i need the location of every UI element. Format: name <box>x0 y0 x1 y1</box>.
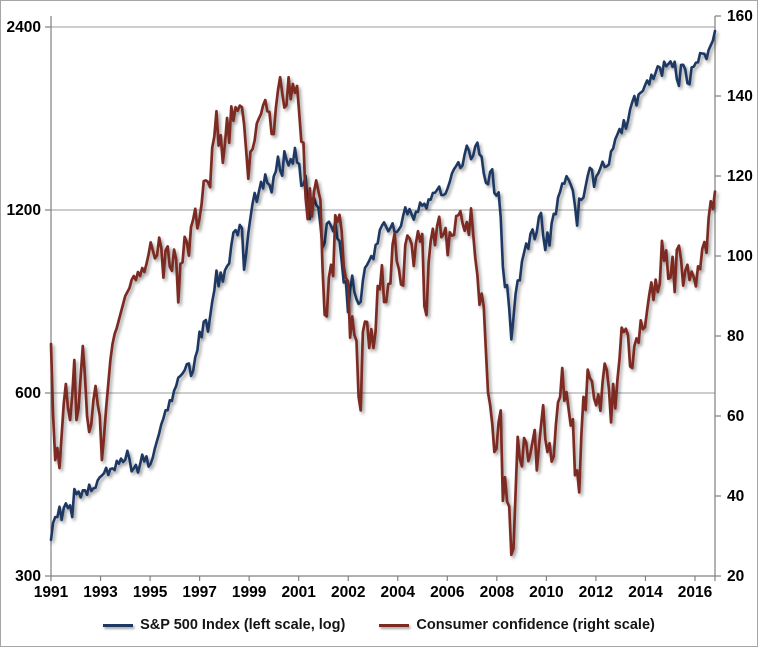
x-axis-tick-label: 2014 <box>628 584 663 601</box>
x-axis-tick-label: 2012 <box>579 584 613 601</box>
x-axis-tick-label: 2008 <box>480 584 515 601</box>
right-axis-tick-label: 160 <box>727 8 753 25</box>
right-axis-tick-label: 120 <box>727 168 753 185</box>
right-axis-tick-label: 140 <box>727 88 753 105</box>
sp500-line-swatch <box>103 623 134 627</box>
confidence-legend-label: Consumer confidence (right scale) <box>416 617 655 633</box>
x-axis-tick-label: 1991 <box>34 584 69 601</box>
x-axis-tick-label: 2001 <box>281 584 316 601</box>
x-axis-tick-label: 2016 <box>678 584 713 601</box>
right-axis-tick-label: 100 <box>727 248 753 265</box>
confidence-series-line <box>49 75 717 557</box>
sp500-series-line <box>49 29 717 542</box>
x-axis-tick-label: 1993 <box>83 584 118 601</box>
legend-item-sp500: S&P 500 Index (left scale, log) <box>103 617 345 633</box>
left-axis-tick-label: 2400 <box>7 19 41 36</box>
x-axis-tick-label: 1997 <box>182 584 216 601</box>
legend-item-confidence: Consumer confidence (right scale) <box>379 617 655 633</box>
x-axis-tick-label: 2002 <box>331 584 365 601</box>
x-axis-tick-label: 2010 <box>529 584 563 601</box>
x-axis-tick-label: 2006 <box>430 584 465 601</box>
chart-legend: S&P 500 Index (left scale, log) Consumer… <box>1 612 757 638</box>
x-axis-tick-label: 1995 <box>133 584 168 601</box>
right-axis-tick-label: 80 <box>727 328 744 345</box>
left-axis-tick-label: 300 <box>15 568 41 585</box>
sp500-legend-label: S&P 500 Index (left scale, log) <box>140 617 346 633</box>
right-axis-tick-label: 60 <box>727 408 744 425</box>
left-axis-tick-label: 600 <box>15 385 41 402</box>
right-axis-tick-label: 20 <box>727 568 744 585</box>
x-axis-tick-label: 1999 <box>232 584 267 601</box>
x-axis-tick-label: 2004 <box>381 584 416 601</box>
left-axis-tick-label: 1200 <box>7 202 41 219</box>
right-axis-tick-label: 40 <box>727 488 744 505</box>
confidence-line-swatch <box>379 623 410 627</box>
